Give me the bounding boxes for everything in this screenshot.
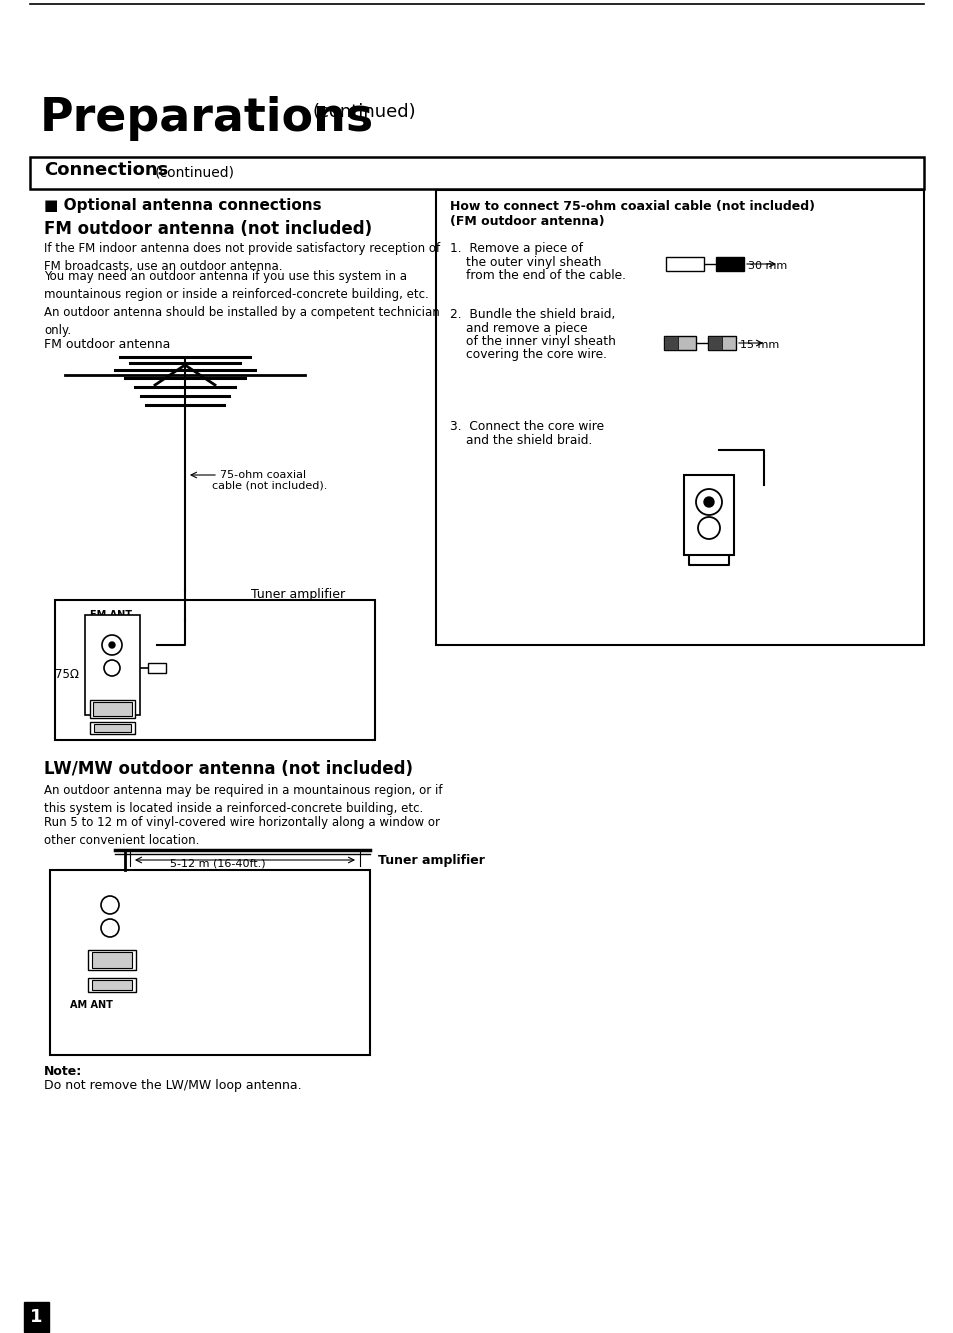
Text: ■ Optional antenna connections: ■ Optional antenna connections	[44, 199, 321, 213]
Text: 3.  Connect the core wire: 3. Connect the core wire	[450, 420, 603, 433]
Bar	[92, 702, 132, 716]
Text: from the end of the cable.: from the end of the cable.	[465, 269, 625, 283]
Text: LW/MW outdoor antenna (not included): LW/MW outdoor antenna (not included)	[44, 760, 413, 778]
Text: covering the core wire.: covering the core wire.	[465, 348, 606, 361]
Bar	[88, 950, 136, 970]
Bar	[707, 336, 721, 351]
Text: Preparations: Preparations	[40, 96, 374, 141]
Text: Run 5 to 12 m of vinyl-covered wire horizontally along a window or
other conveni: Run 5 to 12 m of vinyl-covered wire hori…	[44, 816, 439, 846]
Bar	[707, 336, 735, 351]
Bar	[665, 257, 703, 271]
Text: How to connect 75-ohm coaxial cable (not included): How to connect 75-ohm coaxial cable (not…	[450, 200, 814, 213]
Text: 75Ω: 75Ω	[55, 668, 79, 681]
Text: You may need an outdoor antenna if you use this system in a
mountainous region o: You may need an outdoor antenna if you u…	[44, 271, 439, 337]
Text: An outdoor antenna may be required in a mountainous region, or if
this system is: An outdoor antenna may be required in a …	[44, 784, 442, 814]
Bar	[90, 700, 135, 718]
Bar	[148, 663, 166, 673]
Text: Tuner amplifier: Tuner amplifier	[251, 588, 345, 601]
Text: 1.  Remove a piece of: 1. Remove a piece of	[450, 243, 582, 255]
Text: Note:: Note:	[44, 1065, 82, 1078]
Circle shape	[703, 497, 713, 507]
Bar	[91, 980, 132, 990]
Text: cable (not included).: cable (not included).	[212, 481, 327, 491]
Text: of the inner vinyl sheath: of the inner vinyl sheath	[465, 335, 616, 348]
Bar	[683, 475, 733, 555]
Text: If the FM indoor antenna does not provide satisfactory reception of
FM broadcast: If the FM indoor antenna does not provid…	[44, 243, 439, 273]
Text: FM ANT: FM ANT	[90, 611, 132, 620]
Bar	[90, 722, 135, 734]
Text: (FM outdoor antenna): (FM outdoor antenna)	[450, 215, 604, 228]
Text: FM outdoor antenna: FM outdoor antenna	[44, 339, 171, 351]
Bar	[436, 191, 923, 645]
Text: Connections: Connections	[44, 161, 168, 179]
Bar	[88, 978, 136, 992]
Text: 75-ohm coaxial: 75-ohm coaxial	[220, 471, 306, 480]
Circle shape	[109, 643, 115, 648]
Text: and remove a piece: and remove a piece	[465, 323, 587, 335]
Text: Tuner amplifier: Tuner amplifier	[377, 854, 484, 866]
Bar	[85, 615, 140, 714]
Text: 2.  Bundle the shield braid,: 2. Bundle the shield braid,	[450, 308, 615, 321]
Bar	[50, 870, 370, 1054]
Text: the outer vinyl sheath: the outer vinyl sheath	[465, 256, 600, 269]
Bar	[716, 257, 743, 271]
Text: Do not remove the LW/MW loop antenna.: Do not remove the LW/MW loop antenna.	[44, 1078, 301, 1092]
Text: (continued): (continued)	[313, 103, 416, 121]
Bar	[30, 157, 923, 189]
Text: 5-12 m (16-40ft.): 5-12 m (16-40ft.)	[170, 858, 265, 868]
Bar	[663, 336, 678, 351]
Bar	[91, 952, 132, 968]
Text: FM outdoor antenna (not included): FM outdoor antenna (not included)	[44, 220, 372, 239]
Text: 1: 1	[30, 1308, 43, 1326]
Text: and the shield braid.: and the shield braid.	[465, 435, 592, 447]
Text: 15 mm: 15 mm	[740, 340, 779, 351]
Bar	[94, 724, 131, 732]
Text: 30 mm: 30 mm	[747, 261, 786, 271]
Bar	[55, 600, 375, 740]
Text: AM ANT: AM ANT	[70, 1000, 112, 1010]
Text: (continued): (continued)	[154, 165, 234, 179]
Bar	[663, 336, 696, 351]
